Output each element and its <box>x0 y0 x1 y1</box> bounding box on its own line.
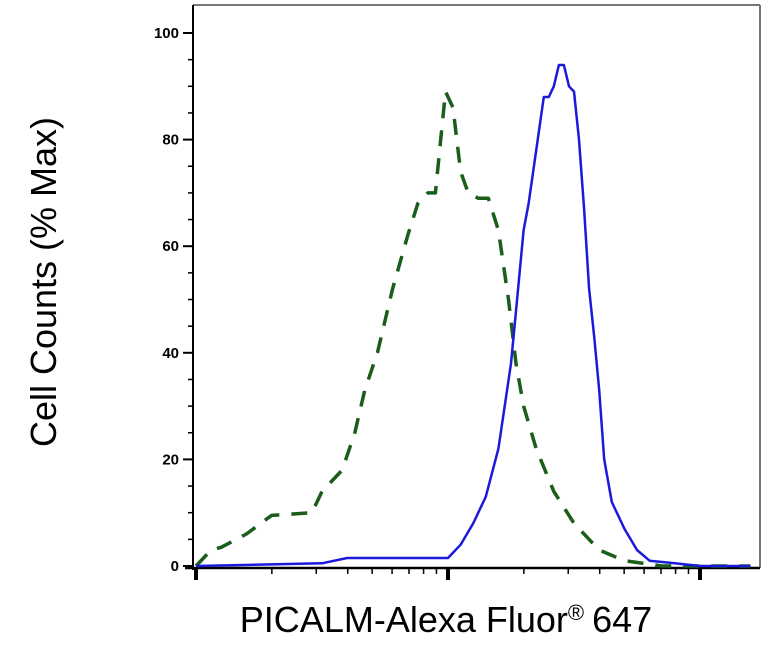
y-tick-label: 0 <box>171 558 179 575</box>
x-axis-title-main: PICALM-Alexa Fluor <box>240 599 568 640</box>
y-tick-label: 100 <box>154 25 179 42</box>
series-line-dashed <box>194 89 751 568</box>
x-axis-title-suffix: 647 <box>592 599 652 640</box>
y-tick-label: 80 <box>162 132 179 149</box>
x-axis <box>194 568 702 580</box>
y-tick-label: 20 <box>162 451 179 468</box>
plot-frame <box>185 4 761 570</box>
y-axis: 0 20 40 60 80 100 <box>154 25 193 575</box>
x-axis-title: PICALM-Alexa Fluor® 647 <box>240 599 652 640</box>
series-line-solid <box>195 63 751 568</box>
y-tick-label: 40 <box>162 345 179 362</box>
y-tick-label: 60 <box>162 238 179 255</box>
y-axis-title: Cell Counts (% Max) <box>23 117 64 447</box>
x-axis-title-symbol: ® <box>568 600 584 625</box>
series-layer <box>194 63 751 568</box>
